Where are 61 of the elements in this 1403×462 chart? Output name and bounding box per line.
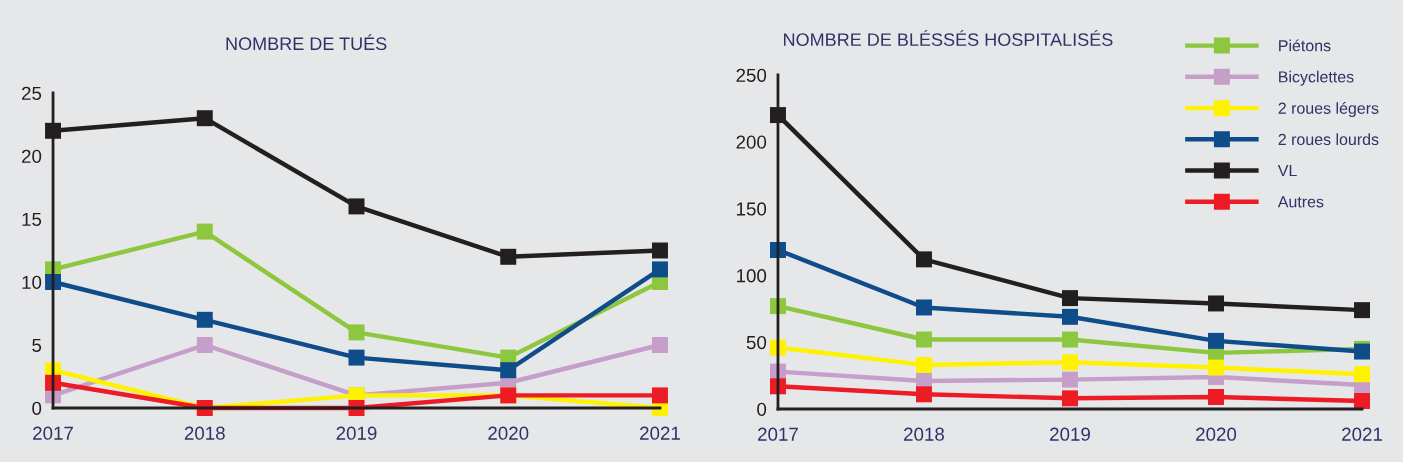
point: [196, 110, 213, 127]
legend-label: Piétons: [1279, 39, 1331, 52]
point: [348, 349, 365, 366]
point: [1354, 302, 1371, 319]
point: [651, 242, 668, 259]
point: [1062, 308, 1078, 325]
point: [1354, 393, 1371, 409]
point: [651, 387, 668, 404]
y-tick-label: 10: [22, 275, 42, 289]
point: [1208, 359, 1224, 376]
point: [196, 337, 213, 353]
x-tick-label: 2021: [1342, 427, 1382, 441]
point: [1062, 390, 1078, 407]
point: [915, 331, 932, 348]
point: [1208, 332, 1224, 349]
legend-label: Bicyclettes: [1279, 70, 1354, 86]
y-tick-label: 50: [746, 335, 767, 350]
x-tick-label: 2019: [336, 426, 377, 440]
point: [915, 386, 932, 403]
chart-title: NOMBRE DE TUÉS: [226, 34, 387, 51]
legend-label: Autres: [1277, 196, 1324, 208]
point: [196, 223, 213, 240]
x-tick-label: 2018: [184, 426, 225, 440]
point: [500, 362, 517, 379]
y-tick-label: 15: [22, 212, 42, 226]
point: [348, 324, 365, 341]
y-tick-label: 250: [736, 68, 767, 82]
point: [1354, 366, 1371, 383]
point: [915, 251, 932, 268]
chart-title: NOMBRE DE BLÉSSÉS HOSPITALISÉS: [784, 30, 1113, 46]
point: [196, 311, 213, 328]
point: [651, 261, 668, 278]
y-tick-label: 150: [737, 202, 767, 216]
point: [1062, 290, 1078, 307]
point: [915, 299, 932, 316]
x-tick-label: 2020: [1196, 427, 1237, 441]
point: [1062, 354, 1078, 371]
y-tick-label: 25: [22, 86, 42, 100]
legend-label: 2 roues lourds: [1278, 133, 1379, 146]
x-tick-label: 2019: [1050, 427, 1090, 441]
point: [1062, 331, 1078, 348]
x-tick-label: 2020: [488, 426, 529, 440]
point: [1208, 295, 1224, 312]
point: [651, 337, 668, 353]
point: [1062, 371, 1078, 388]
point: [348, 198, 365, 215]
x-tick-label: 2021: [640, 426, 680, 440]
y-tick-label: 100: [737, 269, 767, 283]
y-tick-label: 0: [757, 402, 767, 416]
y-tick-label: 0: [32, 401, 42, 415]
point: [500, 248, 517, 265]
y-tick-label: 20: [22, 149, 42, 163]
x-tick-label: 2017: [33, 426, 73, 440]
point: [1208, 389, 1224, 405]
x-tick-label: 2018: [904, 427, 945, 441]
x-tick-label: 2017: [758, 427, 798, 441]
y-tick-label: 5: [32, 338, 42, 352]
legend-label: VL: [1277, 165, 1297, 177]
y-tick-label: 200: [736, 135, 767, 149]
legend-label: 2 roues légers: [1278, 101, 1379, 118]
point: [915, 356, 932, 373]
